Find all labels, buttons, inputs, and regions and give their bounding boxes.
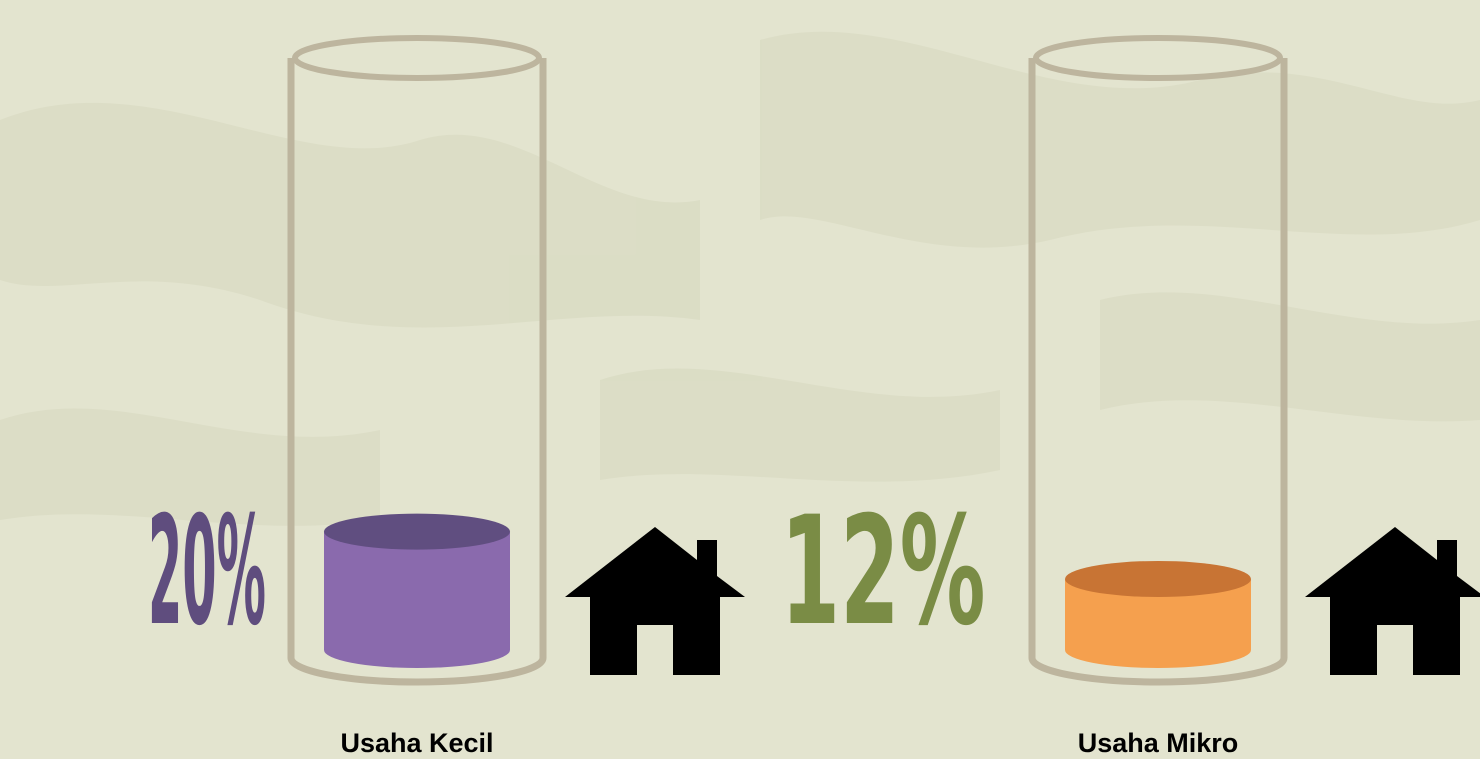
house-icon — [1305, 527, 1480, 675]
house-icon — [565, 527, 745, 675]
cylinder-outline — [1028, 58, 1288, 686]
background-pattern — [0, 31, 1480, 526]
cylinder-outline — [287, 58, 547, 686]
fill-top — [1065, 560, 1251, 597]
fill-body — [1065, 578, 1251, 668]
value-label: 12% — [781, 485, 986, 659]
cylinder-rim — [292, 35, 542, 81]
cylinder-rim — [1033, 35, 1283, 81]
category-label: Usaha Mikro — [1078, 728, 1239, 758]
fill-body — [324, 531, 510, 668]
value-label: 20% — [148, 485, 266, 659]
category-label: Usaha Kecil — [340, 728, 493, 758]
fill-top — [324, 513, 510, 550]
